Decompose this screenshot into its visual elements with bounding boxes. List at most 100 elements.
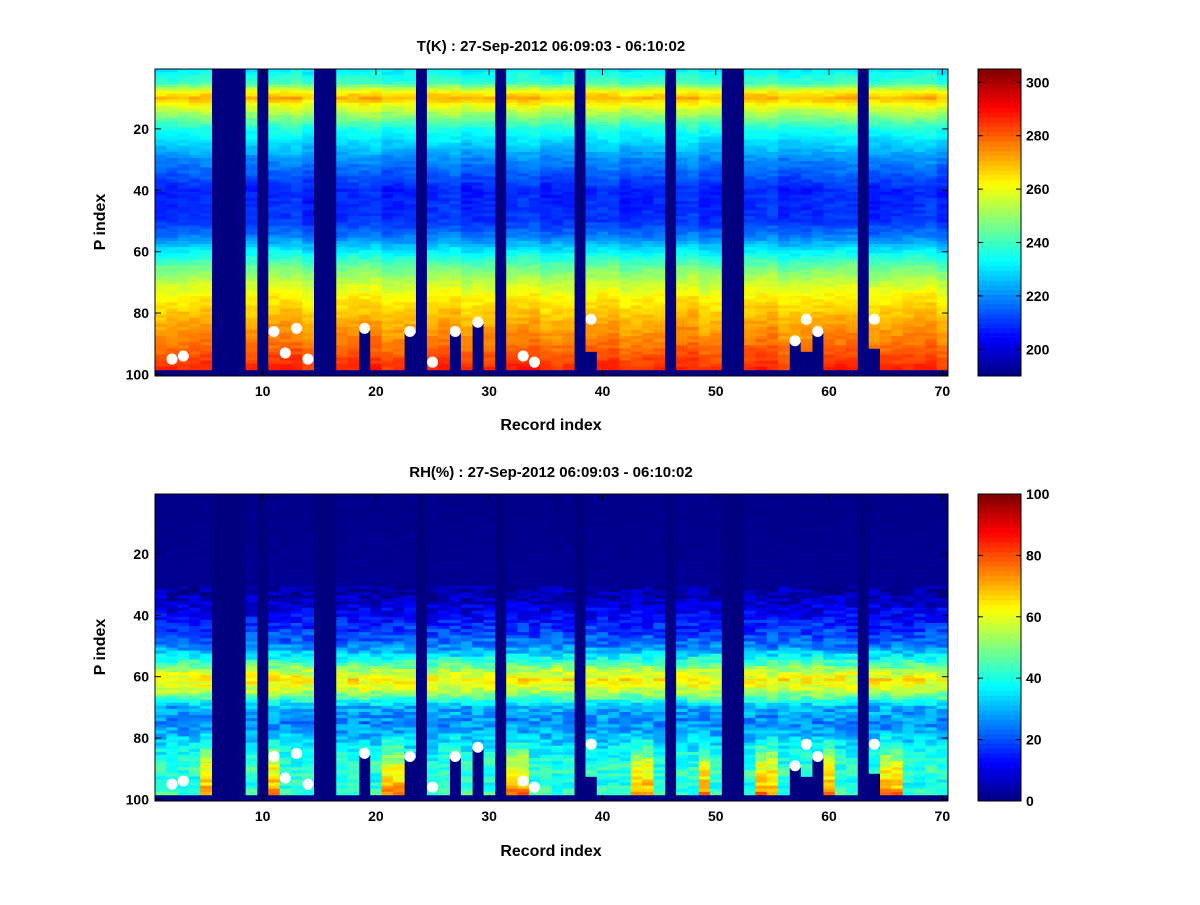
- heatmap-cell: [268, 268, 281, 273]
- heatmap-cell: [766, 170, 779, 174]
- heatmap-cell: [290, 302, 303, 306]
- heatmap-cell: [177, 286, 190, 291]
- heatmap-cell: [438, 225, 450, 230]
- heatmap-cell: [710, 283, 722, 288]
- heatmap-cell: [166, 124, 179, 128]
- heatmap-cell: [880, 96, 892, 101]
- heatmap-cell: [517, 78, 530, 82]
- heatmap-cell: [472, 210, 484, 214]
- heatmap-cell: [630, 323, 643, 328]
- heatmap-cell: [800, 268, 813, 273]
- heatmap-cell: [155, 99, 167, 104]
- heatmap-cell: [698, 348, 711, 352]
- heatmap-cell: [336, 283, 348, 288]
- heatmap-cell: [800, 151, 813, 156]
- heatmap-cell: [245, 219, 258, 223]
- heatmap-cell: [336, 274, 348, 279]
- heatmap-cell: [268, 188, 281, 193]
- heatmap-cell: [392, 363, 405, 368]
- heatmap-cell: [426, 274, 439, 279]
- heatmap-cell: [188, 99, 201, 104]
- heatmap-cell: [744, 108, 756, 113]
- heatmap-cell: [608, 243, 620, 248]
- heatmap-cell: [404, 231, 416, 236]
- heatmap-cell: [472, 277, 484, 282]
- heatmap-cell: [472, 237, 484, 242]
- heatmap-cell: [438, 87, 450, 91]
- heatmap-cell: [585, 293, 598, 297]
- heatmap-cell: [268, 290, 281, 294]
- heatmap-cell: [449, 145, 462, 150]
- heatmap-cell: [823, 213, 836, 217]
- heatmap-cell: [755, 145, 768, 150]
- heatmap-cell: [347, 228, 360, 233]
- heatmap-cell: [449, 158, 462, 162]
- heatmap-cell: [302, 108, 314, 113]
- heatmap-cell: [438, 99, 450, 104]
- heatmap-cell: [483, 293, 496, 297]
- heatmap-cell: [245, 136, 258, 141]
- heatmap-cell: [698, 69, 711, 73]
- heatmap-cell: [880, 204, 892, 208]
- heatmap-cell: [268, 283, 281, 288]
- heatmap-cell: [404, 99, 416, 104]
- heatmap-cell: [800, 207, 813, 211]
- heatmap-cell: [392, 290, 405, 294]
- heatmap-cell: [290, 173, 303, 177]
- heatmap-cell: [472, 161, 484, 165]
- heatmap-cell: [540, 320, 552, 325]
- heatmap-cell: [460, 222, 473, 226]
- heatmap-cell: [585, 188, 598, 193]
- heatmap-cell: [460, 161, 473, 165]
- heatmap-cell: [290, 87, 303, 91]
- heatmap-cell: [630, 351, 643, 355]
- heatmap-cell: [438, 124, 450, 128]
- heatmap-cell: [336, 75, 348, 79]
- heatmap-cell: [653, 317, 666, 322]
- heatmap-cell: [551, 320, 564, 325]
- heatmap-cell: [834, 342, 847, 346]
- heatmap-cell: [268, 277, 281, 282]
- heatmap-cell: [449, 188, 462, 193]
- heatmap-cell: [528, 333, 541, 337]
- heatmap-cell: [653, 314, 666, 319]
- heatmap-cell: [596, 311, 609, 315]
- heatmap-cell: [653, 357, 666, 362]
- heatmap-cell: [460, 158, 473, 162]
- heatmap-cell: [755, 228, 768, 233]
- heatmap-cell: [619, 265, 632, 269]
- heatmap-cell: [698, 188, 711, 193]
- heatmap-cell: [155, 345, 167, 349]
- heatmap-cell: [755, 167, 768, 171]
- heatmap-cell: [472, 243, 484, 248]
- heatmap-cell: [540, 121, 552, 125]
- heatmap-cell: [540, 161, 552, 165]
- heatmap-cell: [506, 170, 518, 174]
- heatmap-cell: [596, 93, 609, 98]
- heatmap-cell: [619, 296, 632, 300]
- heatmap-cell: [528, 348, 541, 352]
- heatmap-cell: [506, 243, 518, 248]
- heatmap-cell: [608, 148, 620, 153]
- heatmap-cell: [528, 78, 541, 82]
- heatmap-cell: [472, 151, 484, 156]
- heatmap-cell: [800, 253, 813, 257]
- heatmap-cell: [290, 277, 303, 282]
- heatmap-cell: [449, 210, 462, 214]
- heatmap-cell: [812, 133, 824, 137]
- heatmap-cell: [166, 99, 179, 104]
- heatmap-cell: [302, 268, 314, 273]
- heatmap-cell: [245, 75, 258, 79]
- heatmap-cell: [438, 323, 450, 328]
- heatmap-cell: [755, 179, 768, 183]
- heatmap-cell: [676, 105, 688, 110]
- heatmap-cell: [438, 78, 450, 82]
- heatmap-cell: [302, 348, 314, 352]
- heatmap-cell: [381, 336, 394, 340]
- heatmap-cell: [245, 333, 258, 337]
- heatmap-cell: [596, 194, 609, 199]
- heatmap-cell: [438, 204, 450, 208]
- heatmap-cell: [200, 185, 213, 190]
- heatmap-cell: [245, 158, 258, 162]
- heatmap-cell: [608, 277, 620, 282]
